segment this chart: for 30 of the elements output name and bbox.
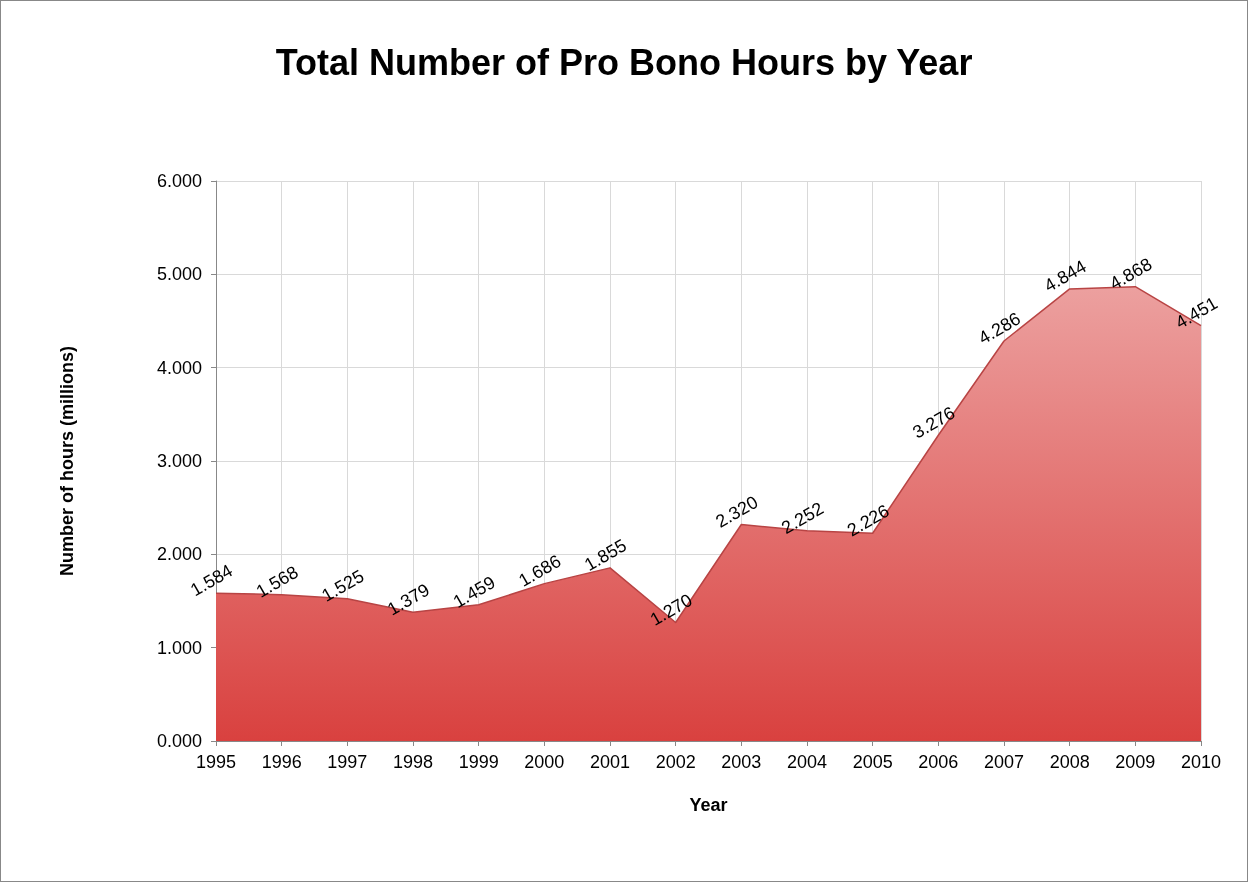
x-tick-label: 2001	[589, 752, 631, 772]
x-tick-label: 2008	[1049, 752, 1090, 772]
chart-title: Total Number of Pro Bono Hours by Year	[275, 41, 973, 83]
x-tick-label: 1999	[458, 752, 499, 772]
x-tick-label: 2005	[852, 752, 893, 772]
x-tick-label: 2006	[918, 752, 959, 772]
y-tick-label: 5.000	[156, 264, 202, 285]
x-tick-label: 2007	[983, 752, 1025, 772]
data-label: 4.868	[1106, 253, 1156, 294]
x-axis-title: Year	[689, 795, 728, 815]
x-tick-label: 2004	[786, 752, 828, 772]
y-axis-title: Number of hours (millions)	[57, 345, 77, 577]
x-tick-label: 1997	[327, 752, 368, 772]
x-tick-label: 2002	[655, 752, 696, 772]
data-label: 4.286	[975, 308, 1024, 349]
x-tick-label: 1998	[392, 752, 434, 772]
y-tick-label: 1.000	[156, 637, 202, 658]
x-tick-label: 1995	[195, 752, 237, 772]
y-tick-label: 2.000	[156, 544, 202, 565]
data-label: 4.844	[1040, 256, 1090, 297]
y-tick-label: 0.000	[156, 731, 202, 751]
x-tick-label: 2000	[524, 752, 565, 772]
x-tick-label: 2009	[1115, 752, 1156, 772]
y-tick-label: 4.000	[156, 357, 202, 378]
x-tick-label: 2010	[1180, 752, 1222, 772]
y-tick-label: 6.000	[156, 171, 202, 191]
x-tick-label: 1996	[261, 752, 302, 772]
y-tick-label: 3.000	[156, 451, 202, 471]
x-tick-label: 2003	[721, 752, 762, 772]
data-label: 4.451	[1172, 292, 1221, 333]
